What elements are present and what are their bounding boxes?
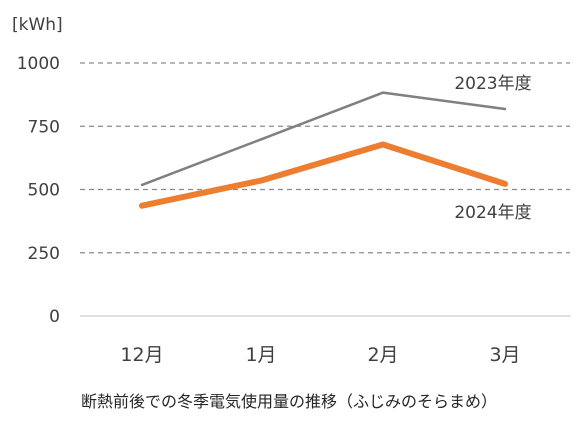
x-tick-label: 3月 [489, 344, 520, 366]
y-tick-label: 0 [49, 307, 60, 327]
gridlines [80, 62, 570, 317]
x-axis-ticks: 12月 1月 2月 3月 [120, 344, 520, 366]
x-tick-label: 2月 [367, 344, 398, 366]
series-label: 2023年度 [454, 74, 531, 94]
y-axis-ticks: 0 250 500 750 1000 [17, 54, 60, 327]
y-tick-label: 1000 [17, 54, 60, 74]
y-tick-label: 750 [28, 117, 60, 137]
y-tick-label: 250 [28, 244, 60, 264]
y-axis-unit: [kWh] [12, 15, 63, 35]
x-tick-label: 12月 [120, 344, 163, 366]
chart-caption: 断熱前後での冬季電気使用量の推移（ふじみのそらまめ） [81, 392, 497, 411]
series-line-2023 [140, 91, 507, 187]
series-label: 2024年度 [454, 203, 531, 223]
series-labels: 2023年度 2024年度 [454, 74, 531, 223]
x-tick-label: 1月 [245, 344, 276, 366]
series [139, 91, 508, 209]
y-tick-label: 500 [28, 181, 60, 201]
series-line-2024 [139, 141, 508, 209]
